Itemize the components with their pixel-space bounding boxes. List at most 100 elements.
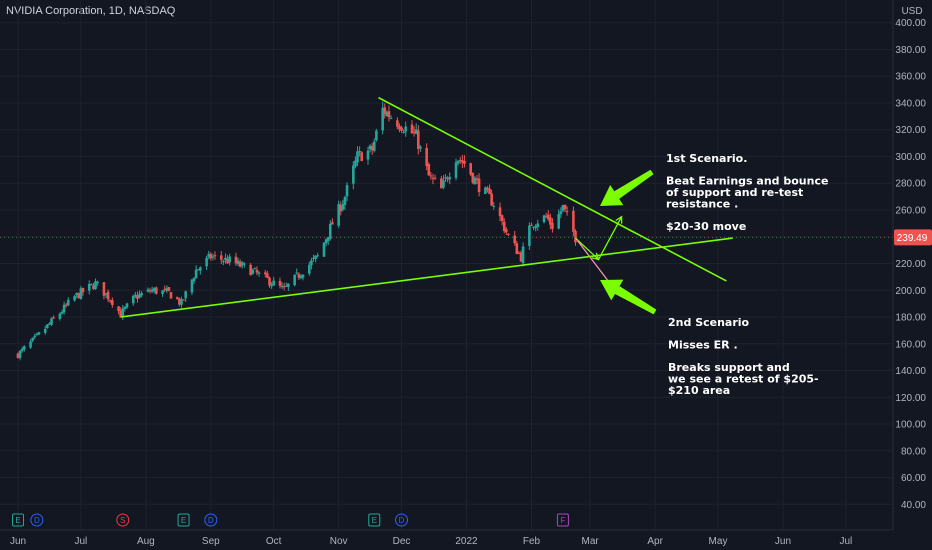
candle-body [20,348,24,351]
price-tick-label: 180.00 [895,313,926,324]
candle-body [136,295,139,299]
candle [119,307,122,318]
candle [308,261,311,276]
candle-body [138,294,141,298]
candle-body [368,145,372,150]
candle-body [316,255,320,257]
price-tick-label: 40.00 [901,500,926,511]
event-marker-E[interactable]: E [12,513,24,527]
arrow-head [591,252,600,261]
candle-body [339,205,343,212]
price-tick-label: 160.00 [895,339,926,350]
candle-body [396,120,399,127]
marker-letter: E [15,516,20,525]
marker-letter: D [399,516,405,525]
time-tick-label: Oct [266,536,282,547]
event-marker-D[interactable]: D [30,513,44,527]
candle [33,333,37,340]
event-marker-S[interactable]: S [116,513,130,527]
candle [138,290,141,299]
candle-body [196,269,200,271]
price-axis[interactable]: USD 40.00 60.00 80.00 100.00 120.00 140.00 160.… [892,0,932,550]
candle-body [287,283,290,288]
candle-body [358,151,361,153]
candle-body [207,253,211,257]
candle-body [404,126,408,132]
candle-body [389,118,393,120]
candle [123,306,127,312]
candle-body [446,178,449,180]
candle-body [507,233,510,235]
candle [234,252,238,266]
candle [196,269,200,271]
price-tick-label: 280.00 [895,179,926,190]
candle-body [521,246,525,264]
candle [414,123,418,135]
candle-body [167,287,171,291]
candle [37,331,41,336]
candle-body [219,255,223,260]
candle-body [412,131,416,133]
candle [339,201,343,216]
candle-body [37,332,41,335]
candle-body [433,177,437,179]
candle [542,214,546,224]
candle [331,218,334,225]
candle [448,172,452,185]
candle [16,352,20,359]
time-axis[interactable]: Jun Jul Aug Sep Oct Nov Dec 2022 Feb Mar Apr May Jun… [0,529,893,547]
candle [236,257,240,266]
projection-arrows [575,215,623,289]
bounce-path [575,215,623,261]
price-tick-label: 100.00 [895,420,926,431]
candle-body [94,281,97,289]
candle [389,115,393,120]
candle-body [425,148,428,167]
candle-body [111,300,114,305]
candle [469,162,472,177]
candle-body [102,282,106,296]
candle [366,146,370,165]
candle [484,186,487,195]
candle-body [574,230,577,243]
candle [471,172,475,185]
event-marker-D[interactable]: D [204,513,218,527]
candle-body [354,160,357,167]
candle-body [268,277,271,286]
callout-arrow-lower [600,279,657,315]
arrow-shaft [577,240,614,288]
candle [324,238,328,247]
candle-body [458,160,462,162]
candle [375,128,378,142]
candle-body [324,239,328,244]
trendlines [120,96,733,318]
candle-body [375,130,378,141]
event-marker-F[interactable]: F [556,513,569,527]
candle-body [498,207,502,217]
candle [419,145,422,152]
candle [337,200,340,228]
candle [117,305,120,315]
candle-body [561,204,565,211]
candle [456,160,460,166]
candle [383,103,387,119]
event-marker-D[interactable]: D [395,513,409,527]
candle [352,161,355,190]
candle-body [222,260,225,262]
candle-body [471,172,475,183]
candles [16,101,577,361]
marker-badge [12,513,24,527]
candle-body [295,272,299,274]
price-tick-label: 140.00 [895,366,926,377]
candle-body [178,298,181,305]
candle-body [224,257,227,261]
candle-body [190,279,194,293]
candle [500,214,504,226]
event-marker-E[interactable]: E [368,513,381,527]
candle-body [383,107,387,115]
event-marker-E[interactable]: E [177,513,190,527]
candle [517,250,521,254]
candle-body [131,295,135,304]
